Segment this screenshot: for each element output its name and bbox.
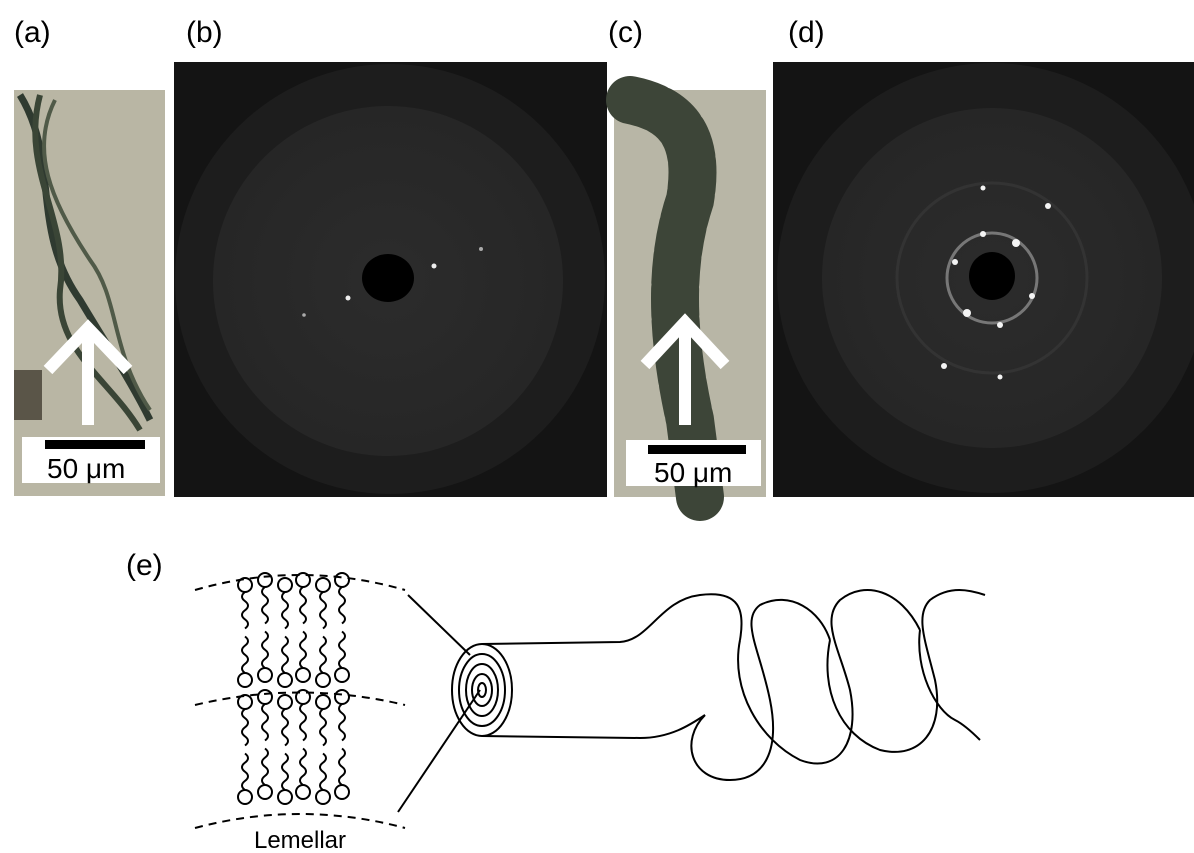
lipid xyxy=(258,668,272,682)
lipid xyxy=(339,632,345,669)
lipid xyxy=(262,587,268,624)
lipid xyxy=(296,690,310,704)
lipid xyxy=(316,578,330,592)
lipid xyxy=(300,587,306,624)
panel-label: (e) xyxy=(126,549,163,582)
lipid xyxy=(242,754,248,791)
lipid xyxy=(278,790,292,804)
lipid xyxy=(300,749,306,786)
lipid xyxy=(300,704,306,741)
lipid xyxy=(278,578,292,592)
lipid xyxy=(258,573,272,587)
lipid xyxy=(238,578,252,592)
lipid xyxy=(296,573,310,587)
schematic xyxy=(195,573,985,828)
lipid xyxy=(262,632,268,669)
lipid xyxy=(335,690,349,704)
lipid xyxy=(316,673,330,687)
lipid xyxy=(316,695,330,709)
lipid xyxy=(278,673,292,687)
lipid xyxy=(238,673,252,687)
panel-label: (b) xyxy=(186,16,223,49)
micrograph-a: 50 μm xyxy=(14,90,165,496)
lipid xyxy=(339,749,345,786)
lipid xyxy=(242,709,248,746)
lipid xyxy=(262,749,268,786)
lipid xyxy=(258,690,272,704)
lipid xyxy=(296,668,310,682)
lipid xyxy=(300,632,306,669)
lipid xyxy=(316,790,330,804)
figure: (a) (b) (c) (d) (e) 50 μm 50 μm xyxy=(0,0,1194,853)
lipid xyxy=(258,785,272,799)
lipid xyxy=(320,754,326,791)
lipid xyxy=(320,592,326,629)
lipid xyxy=(320,637,326,674)
caption: Lemellar xyxy=(254,827,346,853)
lipid xyxy=(238,695,252,709)
scale-bar-label: 50 μm xyxy=(654,457,732,488)
lipid xyxy=(282,709,288,746)
lipid xyxy=(335,573,349,587)
lipid xyxy=(339,704,345,741)
panel-label: (a) xyxy=(14,16,51,49)
lipid xyxy=(335,668,349,682)
lipid xyxy=(242,637,248,674)
lipid xyxy=(282,637,288,674)
diffraction-b xyxy=(174,62,607,497)
panel-label: (d) xyxy=(788,16,825,49)
lipid xyxy=(242,592,248,629)
diffraction-d xyxy=(773,62,1194,497)
lipid xyxy=(282,754,288,791)
scale-bar-label: 50 μm xyxy=(47,453,125,484)
lipid xyxy=(335,785,349,799)
lipid xyxy=(282,592,288,629)
lipid xyxy=(238,790,252,804)
lipid xyxy=(296,785,310,799)
lipid xyxy=(339,587,345,624)
lipid xyxy=(278,695,292,709)
lipid xyxy=(262,704,268,741)
panel-label: (c) xyxy=(608,16,643,49)
lipid xyxy=(320,709,326,746)
micrograph-c: 50 μm xyxy=(614,90,766,497)
